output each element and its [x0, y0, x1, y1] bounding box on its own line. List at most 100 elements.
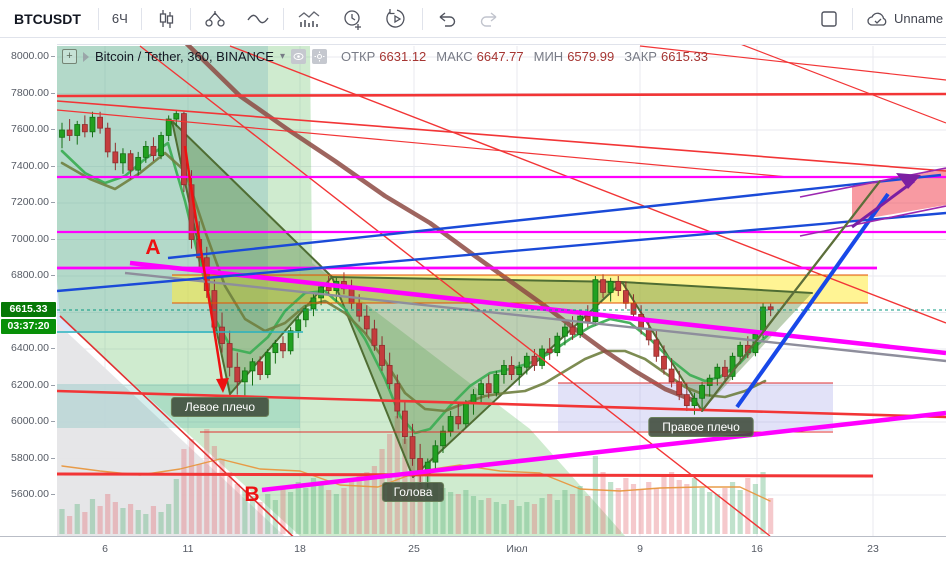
candle-body [455, 416, 462, 425]
blue-projection[interactable] [735, 192, 890, 409]
pattern-edge[interactable] [621, 281, 813, 294]
ohlc-label: ОТКР [341, 49, 376, 64]
volume-bar [166, 504, 172, 534]
pattern-label-text: Левое плечо [185, 400, 255, 414]
volume-bar [173, 479, 179, 534]
pattern-label-box[interactable] [170, 397, 270, 417]
volume-bar [493, 502, 499, 534]
candle-body [127, 153, 134, 171]
gray-corner[interactable] [57, 323, 295, 537]
candle-body [584, 315, 591, 323]
red-arrow-head [216, 378, 229, 393]
chart-area[interactable]: А В Левое плечо Голова Правое плечо [0, 44, 946, 537]
price-axis[interactable]: 8000.00 7800.00 7600.00 7400.00 7200.00 7000.… [0, 44, 57, 536]
interval-button[interactable]: 6Ч [111, 11, 128, 26]
compare-icon[interactable] [194, 6, 236, 32]
volume-bar [752, 484, 759, 534]
alert-clock-icon[interactable] [331, 6, 375, 32]
price-tick-mark [51, 494, 55, 495]
volume-bar [562, 490, 568, 534]
undo-icon[interactable] [426, 6, 468, 32]
pattern-edge[interactable] [171, 120, 333, 278]
time-tick-label: Июл [506, 543, 528, 555]
candle-body [135, 156, 142, 171]
volume-bar [531, 504, 538, 534]
volume-bar [669, 472, 675, 534]
red-resistance-thick[interactable] [56, 92, 946, 98]
price-tick-mark [51, 56, 55, 57]
red-diag-steep[interactable] [139, 45, 771, 537]
volume-bar [196, 464, 202, 534]
lavender-band[interactable] [558, 383, 833, 431]
red-trend-upper[interactable] [56, 100, 946, 172]
price-tick-label: 7800.00 [11, 86, 49, 99]
volume-bar [729, 482, 736, 534]
volume-bar [97, 506, 103, 534]
legend-title[interactable]: Bitcoin / Tether, 360, BINANCE [95, 49, 274, 64]
blue-channel-upper[interactable] [167, 173, 942, 260]
volume-bar [768, 498, 774, 534]
purple-channel-bottom[interactable] [799, 205, 946, 237]
volume-bar [150, 506, 157, 534]
volume-bar [714, 494, 720, 534]
candle-body [394, 383, 401, 412]
red-arrow-shaft[interactable] [183, 145, 224, 382]
volume-bar [371, 466, 378, 534]
candle-body [295, 319, 302, 332]
candle-body [386, 365, 393, 385]
replay-icon[interactable] [375, 6, 419, 32]
time-axis[interactable]: 6 11 18 25 Июл 9 16 23 [0, 536, 946, 562]
volume-bar [234, 484, 240, 534]
cloud-check-icon[interactable] [856, 6, 894, 32]
indicators-icon[interactable] [287, 6, 331, 32]
red-topright-1[interactable] [639, 45, 946, 81]
symbol-button[interactable]: BTCUSDT [14, 10, 81, 27]
annotation-letter[interactable]: А [145, 236, 160, 259]
candle-body [379, 344, 385, 366]
volume-bar [265, 494, 271, 534]
red-trend-upper2[interactable] [56, 109, 789, 178]
volume-bar [364, 472, 370, 534]
chart-canvas[interactable]: А В Левое плечо Голова Правое плечо [0, 45, 946, 537]
pattern-label-box[interactable] [648, 417, 754, 437]
legend-dropdown-icon[interactable]: ▾ [279, 51, 285, 62]
olive-rising[interactable] [701, 180, 881, 412]
candle-body [120, 153, 126, 164]
volume-bar [135, 510, 141, 534]
purple-arrow-shaft[interactable] [851, 179, 915, 229]
red-support-thick[interactable] [56, 389, 946, 419]
ohlc-pair: ОТКР 6631.12 [341, 49, 426, 64]
volume-bar [478, 500, 484, 534]
annotation-letter[interactable]: В [244, 483, 259, 506]
volume-bar [326, 490, 332, 534]
gear-icon[interactable] [312, 49, 327, 64]
volume-bar [143, 514, 149, 534]
ma-olive[interactable] [60, 151, 767, 413]
volume-bar [554, 500, 560, 534]
pattern-edge[interactable] [331, 276, 623, 283]
candle-body [607, 281, 614, 293]
red-diag-mid[interactable] [229, 45, 946, 324]
volume-bar [219, 459, 225, 534]
gray-trend[interactable] [124, 271, 946, 363]
pattern-label-box[interactable] [381, 482, 445, 502]
line-style-icon[interactable] [236, 6, 280, 32]
purple-channel-top[interactable] [799, 167, 946, 198]
red-support-low[interactable] [56, 472, 874, 478]
candles-icon[interactable] [145, 6, 187, 32]
candle-body [165, 118, 172, 136]
magenta-diag-up[interactable] [261, 410, 946, 493]
eye-icon[interactable] [291, 49, 306, 64]
volume-bar [257, 502, 263, 534]
candle-body [645, 328, 652, 341]
cloud-layout-name[interactable]: Unname [894, 11, 944, 26]
layout-square-icon[interactable] [809, 6, 849, 32]
redo-icon[interactable] [468, 6, 510, 32]
red-diag-corner[interactable] [59, 315, 303, 537]
red-topright-2[interactable] [735, 45, 946, 124]
price-tick-label: 7200.00 [11, 196, 49, 208]
magenta-diag-down[interactable] [129, 260, 946, 356]
price-tick-mark [51, 348, 55, 349]
pattern-fill[interactable] [172, 121, 332, 394]
move-chart-icon[interactable]: + [62, 49, 77, 64]
